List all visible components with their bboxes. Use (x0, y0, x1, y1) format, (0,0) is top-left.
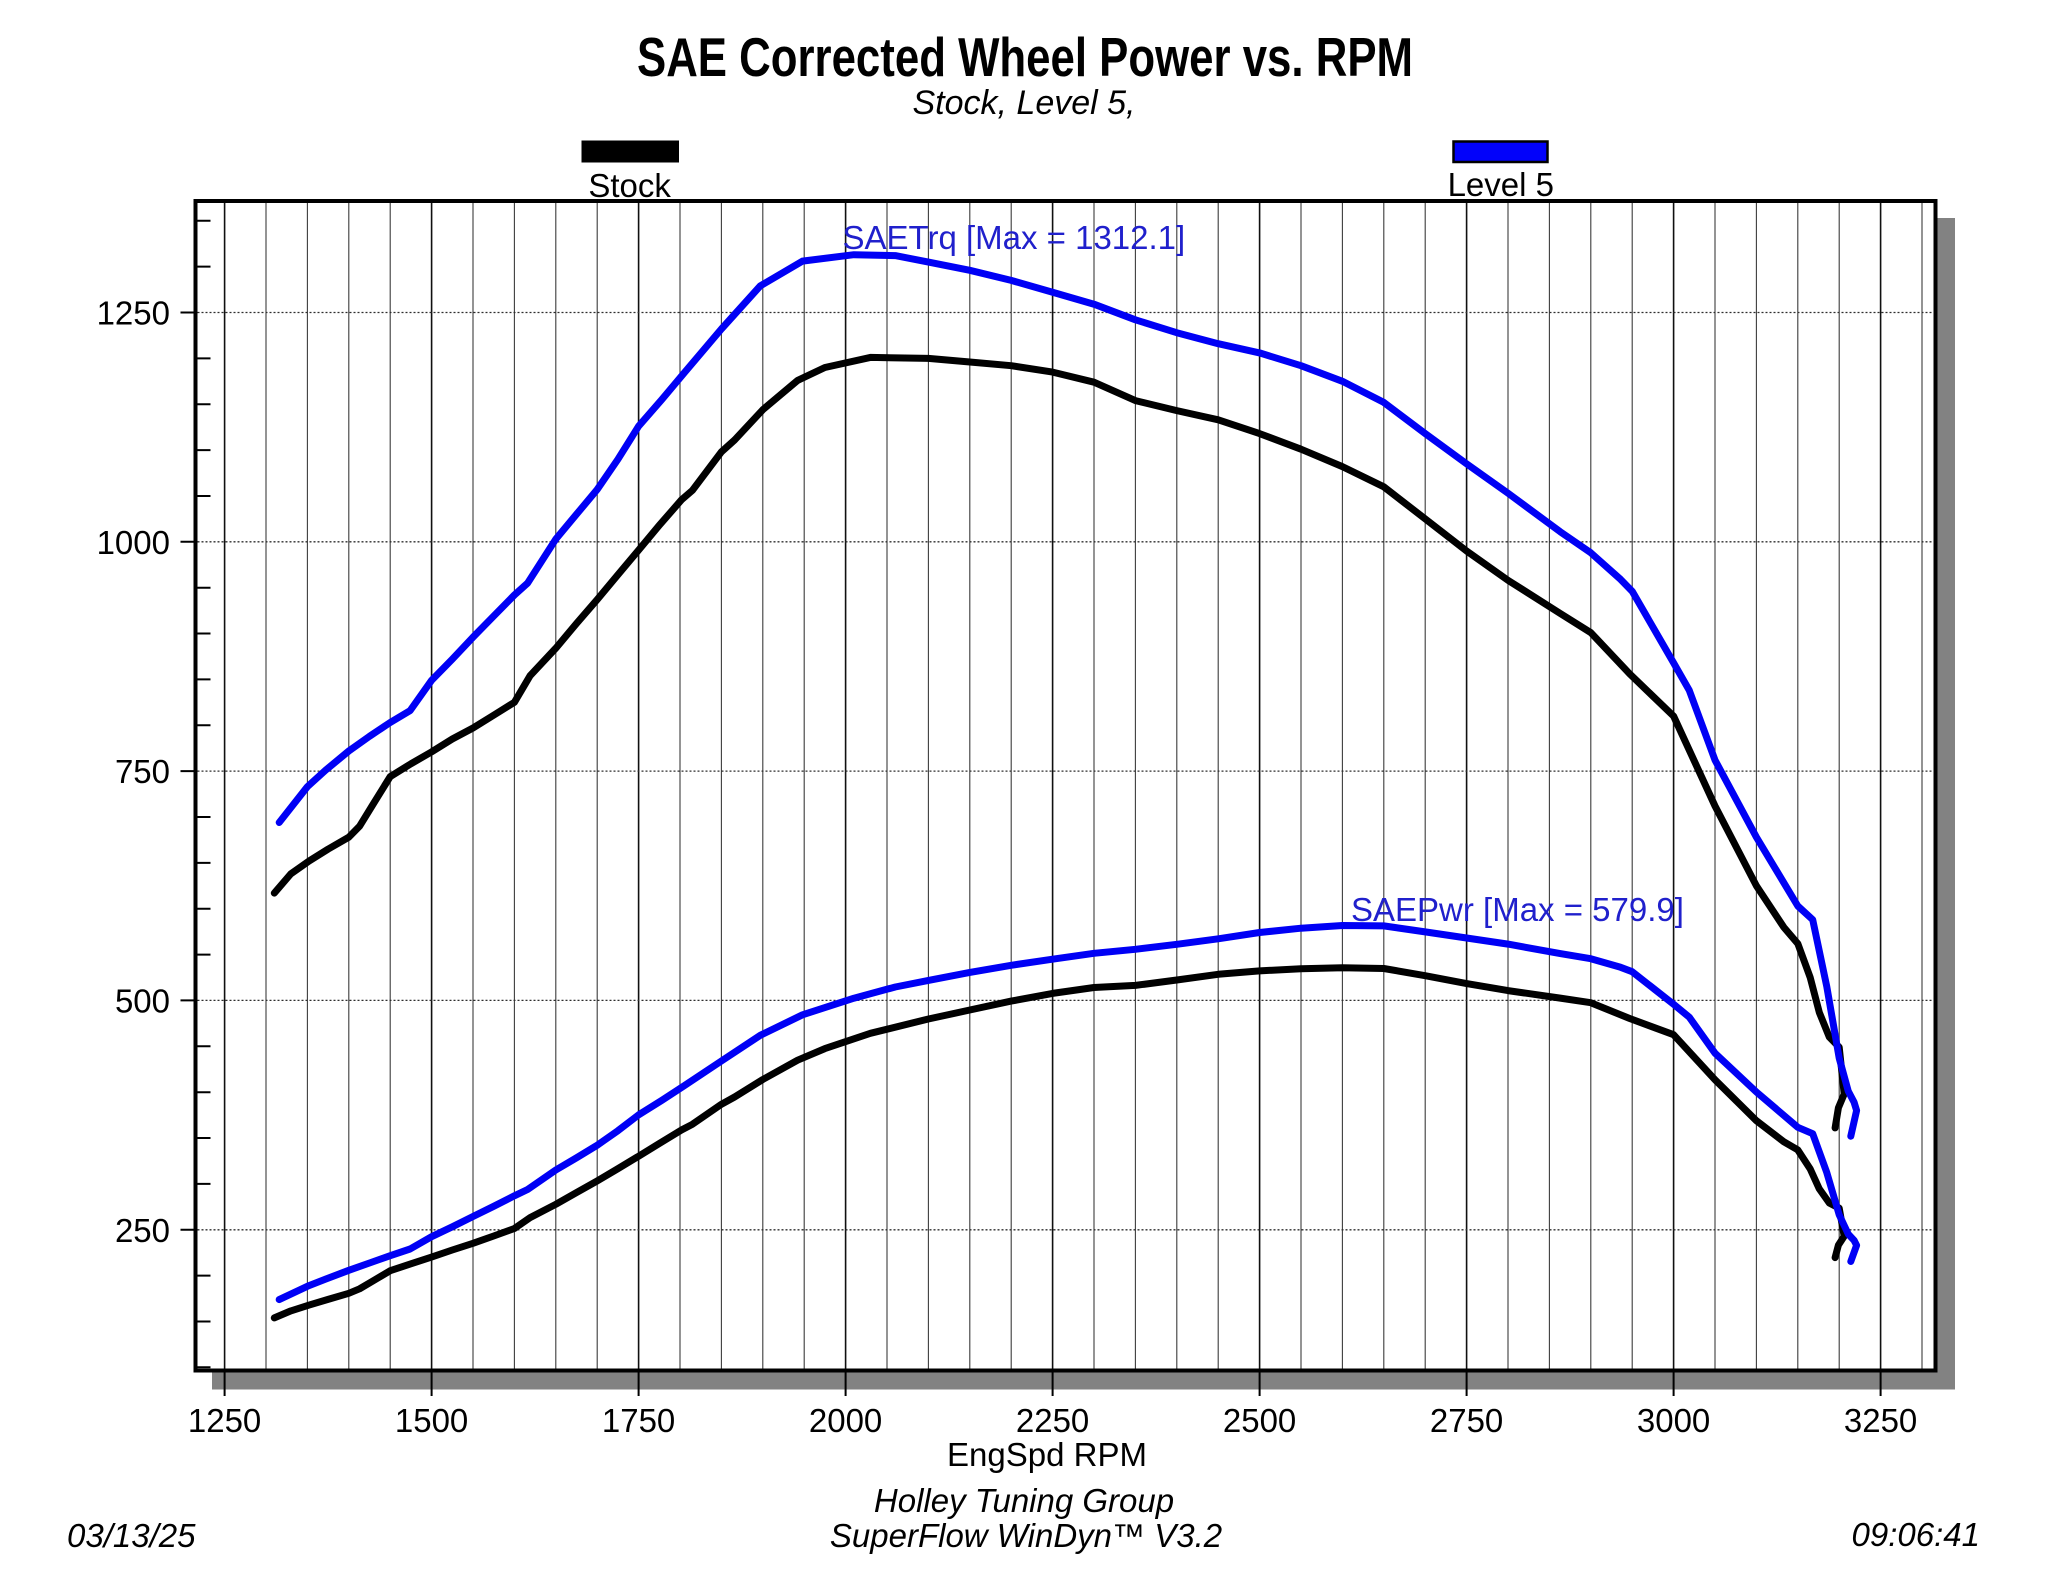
svg-text:1250: 1250 (97, 295, 170, 332)
svg-text:Level 5: Level 5 (1448, 166, 1554, 203)
svg-text:750: 750 (115, 753, 170, 790)
svg-text:Holley Tuning Group: Holley Tuning Group (874, 1482, 1174, 1519)
svg-text:2000: 2000 (809, 1402, 882, 1439)
svg-text:250: 250 (115, 1212, 170, 1249)
svg-text:2500: 2500 (1223, 1402, 1296, 1439)
svg-text:3250: 3250 (1844, 1402, 1917, 1439)
svg-text:1500: 1500 (395, 1402, 468, 1439)
svg-text:03/13/25: 03/13/25 (67, 1517, 196, 1554)
svg-text:SAETrq [Max = 1312.1]: SAETrq [Max = 1312.1] (843, 219, 1186, 256)
svg-text:SuperFlow WinDyn™ V3.2: SuperFlow WinDyn™ V3.2 (830, 1517, 1222, 1554)
svg-text:1250: 1250 (188, 1402, 261, 1439)
svg-text:SAE Corrected Wheel Power vs.: SAE Corrected Wheel Power vs. RPM (637, 26, 1413, 88)
svg-text:2750: 2750 (1430, 1402, 1503, 1439)
svg-text:500: 500 (115, 982, 170, 1019)
svg-text:1750: 1750 (602, 1402, 675, 1439)
svg-text:09:06:41: 09:06:41 (1852, 1516, 1980, 1553)
svg-text:2250: 2250 (1016, 1402, 1089, 1439)
svg-text:SAEPwr [Max = 579.9]: SAEPwr [Max = 579.9] (1351, 891, 1684, 928)
svg-text:3000: 3000 (1637, 1402, 1710, 1439)
svg-text:1000: 1000 (97, 524, 170, 561)
svg-text:EngSpd RPM: EngSpd RPM (947, 1436, 1147, 1473)
svg-text:Stock: Stock (588, 167, 671, 204)
svg-text:Stock, Level 5,: Stock, Level 5, (912, 84, 1135, 122)
